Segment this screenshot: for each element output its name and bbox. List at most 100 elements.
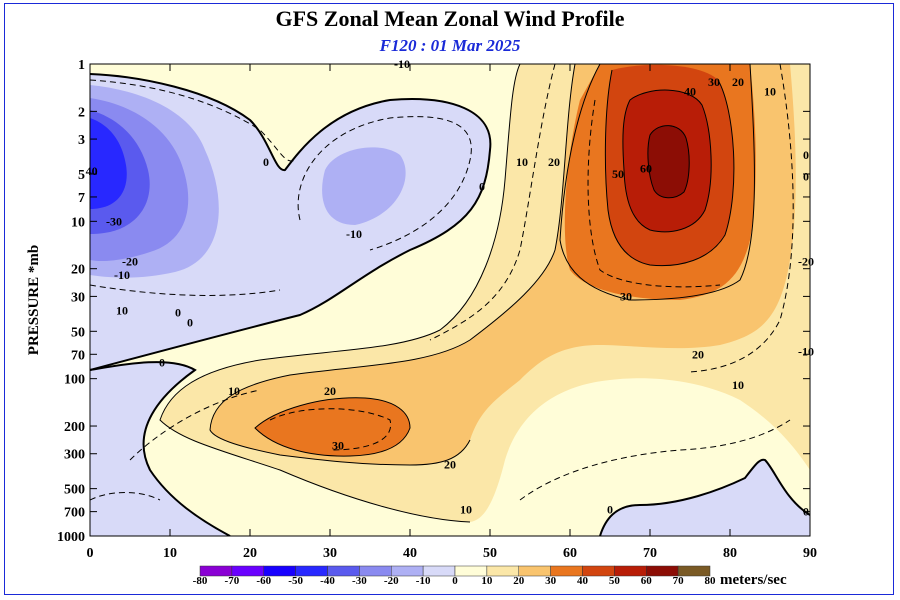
y-tick-label: 700 bbox=[64, 506, 85, 521]
contour-label: 0 bbox=[607, 503, 613, 517]
fill-60-70 bbox=[647, 125, 690, 198]
dash-g bbox=[129, 389, 261, 461]
colorbar-label: 60 bbox=[641, 575, 653, 587]
contour-label: 30 bbox=[620, 289, 632, 303]
solid-30-lower bbox=[254, 397, 411, 457]
dash-f bbox=[587, 99, 721, 288]
colorbar-label: 10 bbox=[481, 575, 493, 587]
solid-10-20 bbox=[159, 64, 521, 523]
fill-neg10-0-lower bbox=[90, 362, 230, 536]
solid-20-30 bbox=[209, 64, 576, 466]
contour-label: 20 bbox=[324, 384, 336, 398]
y-tick-label: 7 bbox=[78, 191, 85, 206]
contour-label: 20 bbox=[444, 457, 456, 471]
x-tick-label: 60 bbox=[563, 546, 577, 561]
y-tick-label: 30 bbox=[71, 290, 85, 305]
colorbar-swatch bbox=[677, 565, 711, 577]
y-tick-label: 1000 bbox=[57, 530, 85, 545]
x-tick-label: 70 bbox=[643, 546, 657, 561]
x-tick-label: 50 bbox=[483, 546, 497, 561]
contour-label: -20 bbox=[122, 254, 138, 268]
colorbar-label: 40 bbox=[577, 575, 589, 587]
dash-d bbox=[429, 64, 556, 341]
fill-neg10-0-lowright bbox=[600, 459, 810, 536]
dash-h bbox=[269, 408, 392, 451]
x-tick-label: 80 bbox=[723, 546, 737, 561]
contour-label: 0 bbox=[479, 179, 485, 193]
y-tick-label: 70 bbox=[71, 348, 85, 363]
chart-title: GFS Zonal Mean Zonal Wind Profile bbox=[275, 6, 625, 31]
dash-i bbox=[519, 419, 791, 501]
chart-frame bbox=[4, 3, 894, 595]
contour-label: -10 bbox=[798, 344, 814, 358]
x-tick-label: 20 bbox=[243, 546, 257, 561]
dash-e bbox=[689, 64, 794, 373]
y-tick-label: 100 bbox=[64, 373, 85, 388]
contour-label: -20 bbox=[798, 254, 814, 268]
colorbar-label: 30 bbox=[545, 575, 557, 587]
solid-isotachs bbox=[159, 64, 755, 523]
y-tick-label: 2 bbox=[78, 105, 85, 120]
x-tick-label: 40 bbox=[403, 546, 417, 561]
solid-30-upper bbox=[559, 64, 755, 301]
y-tick-label: 50 bbox=[71, 325, 85, 340]
contour-label: 0 bbox=[263, 155, 269, 169]
colorbar-label: -30 bbox=[352, 575, 367, 587]
chart-subtitle: F120 : 01 Mar 2025 bbox=[379, 36, 521, 55]
contour-label: 30 bbox=[332, 438, 344, 452]
y-axis-label: PRESSURE *mb bbox=[26, 245, 42, 355]
contour-label: 10 bbox=[732, 378, 744, 392]
contour-label: 30 bbox=[708, 75, 720, 89]
colorbar-label: -50 bbox=[288, 575, 303, 587]
x-tick-label: 10 bbox=[163, 546, 177, 561]
dash-b bbox=[297, 116, 472, 251]
zero-line-upper bbox=[90, 73, 492, 371]
solid-40 bbox=[604, 69, 735, 267]
contour-label: 10 bbox=[116, 304, 128, 318]
contour-label: 40 bbox=[684, 85, 696, 99]
contour-label: 20 bbox=[732, 75, 744, 89]
dashed-isotachs bbox=[90, 64, 794, 501]
y-tick-label: 5 bbox=[78, 168, 85, 183]
contour-lines bbox=[90, 64, 810, 536]
colorbar-label: 70 bbox=[673, 575, 685, 587]
contour-label: 20 bbox=[548, 155, 560, 169]
dash-j bbox=[90, 492, 161, 501]
colorbar-label: 50 bbox=[609, 575, 621, 587]
y-tick-label: 20 bbox=[71, 263, 85, 278]
fill-neg20-neg10-mid bbox=[322, 147, 406, 225]
y-tick-label: 3 bbox=[78, 133, 85, 148]
zero-line-lower bbox=[90, 361, 231, 536]
contour-label: -30 bbox=[106, 214, 122, 228]
y-tick-label: 300 bbox=[64, 448, 85, 463]
zero-line-lowright bbox=[599, 458, 810, 536]
contour-label: 10 bbox=[228, 384, 240, 398]
solid-50 bbox=[622, 89, 712, 233]
contour-label: 20 bbox=[692, 347, 704, 361]
contour-label: 10 bbox=[764, 85, 776, 99]
y-tick-label: 1 bbox=[78, 58, 85, 73]
colorbar-label: -80 bbox=[193, 575, 208, 587]
contour-label: -10 bbox=[346, 227, 362, 241]
colorbar-label: -10 bbox=[416, 575, 431, 587]
contour-label: 50 bbox=[612, 167, 624, 181]
contour-label: 10 bbox=[460, 503, 472, 517]
colorbar-label: 20 bbox=[513, 575, 525, 587]
x-tick-label: 0 bbox=[87, 546, 94, 561]
contour-label: 0 bbox=[187, 316, 193, 330]
contour-label: 40 bbox=[86, 164, 98, 178]
contour-label: -10 bbox=[114, 268, 130, 282]
fill-neg50-neg40-left bbox=[90, 118, 127, 209]
y-tick-label: 200 bbox=[64, 420, 85, 435]
colorbar-label: 0 bbox=[452, 575, 458, 587]
colorbar-label: -40 bbox=[320, 575, 335, 587]
y-tick-label: 10 bbox=[71, 215, 85, 230]
contour-label: 10 bbox=[516, 155, 528, 169]
x-axis-ticks: 0 10 20 30 40 50 60 70 80 90 bbox=[87, 64, 817, 561]
dash-a bbox=[90, 79, 296, 162]
contour-label: 0 bbox=[175, 306, 181, 320]
y-tick-label: 500 bbox=[64, 483, 85, 498]
contour-fills bbox=[90, 64, 810, 536]
